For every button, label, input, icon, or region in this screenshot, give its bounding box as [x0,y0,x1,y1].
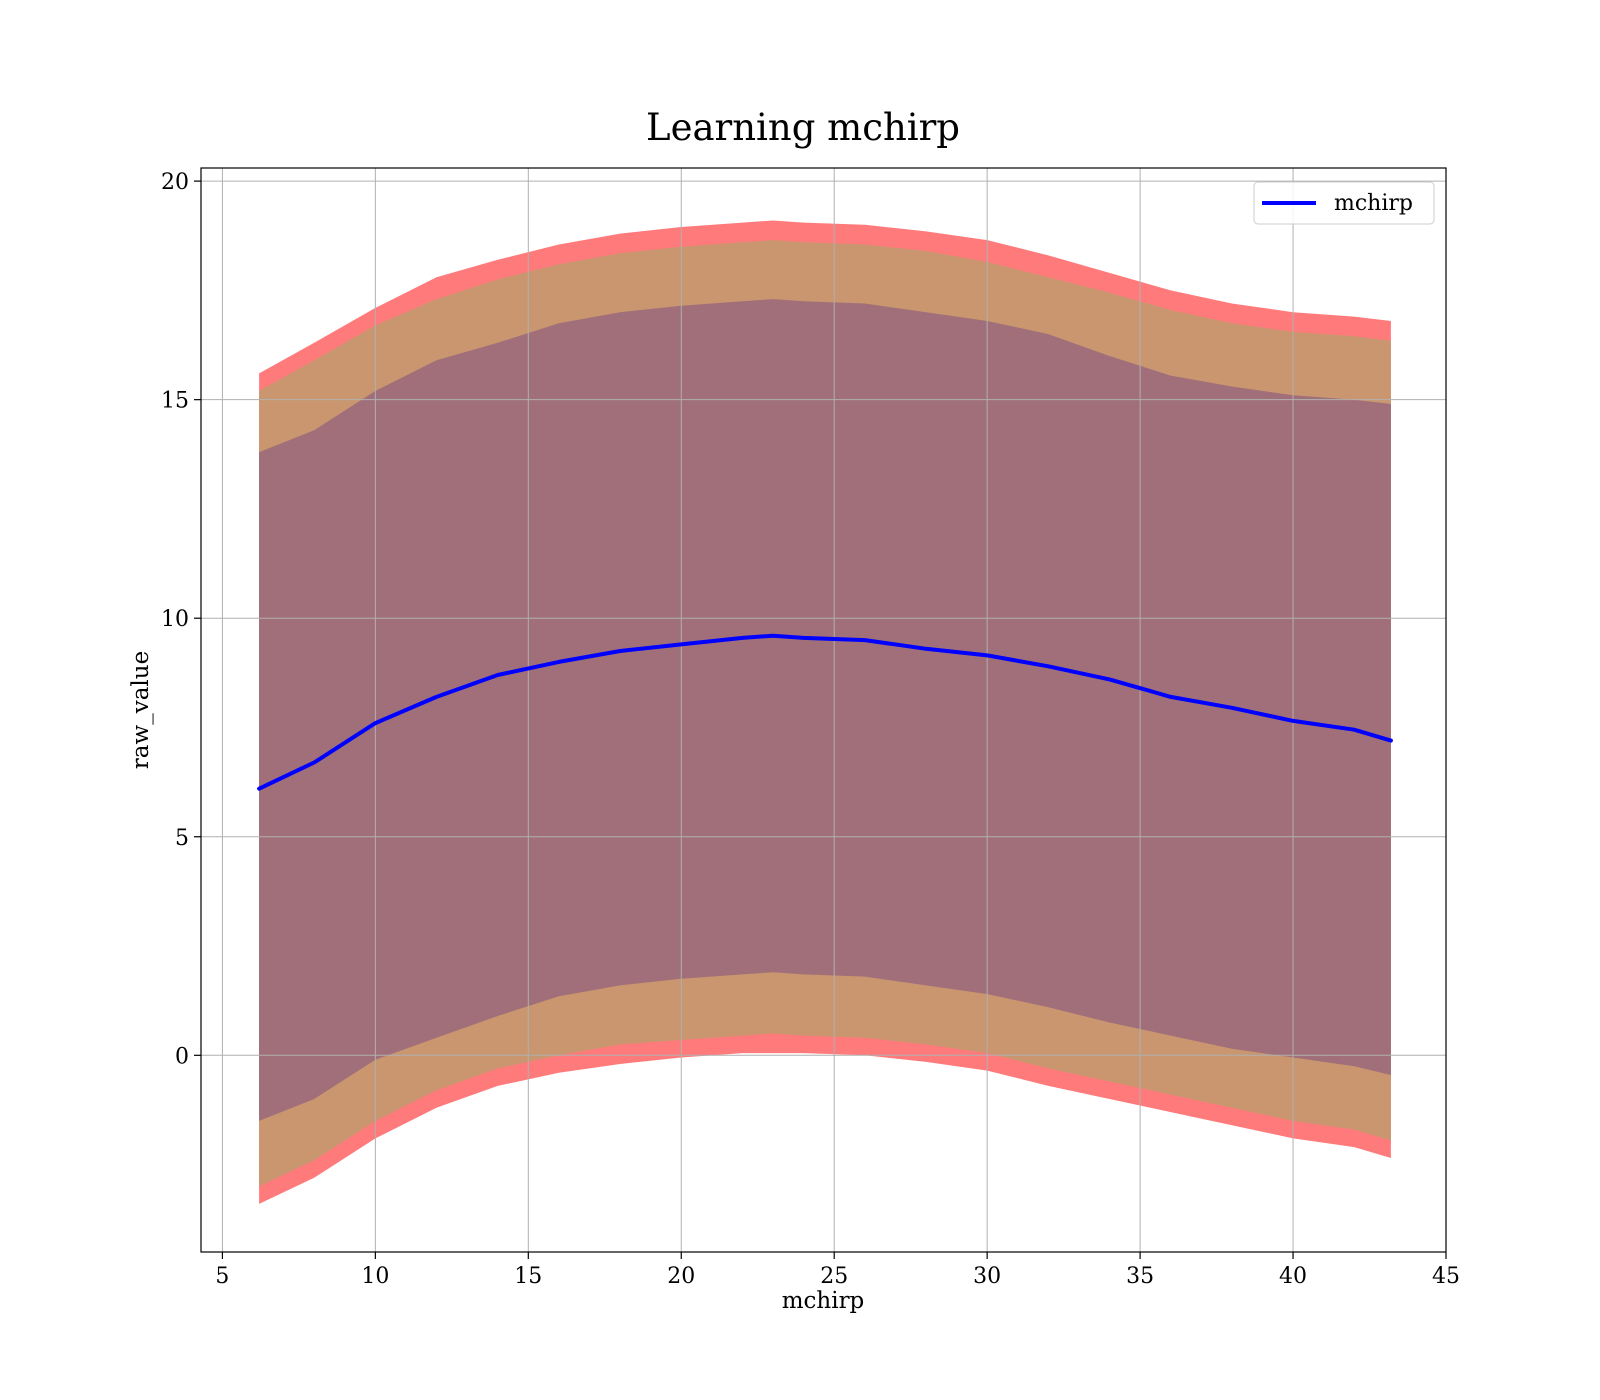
chart-title: Learning mchirp [646,106,960,149]
legend: mchirp [1253,181,1435,225]
confidence-bands [259,220,1391,1204]
plot-frame [200,167,1447,1253]
x-tick-label: 5 [215,1264,229,1289]
x-tick-label: 25 [820,1264,848,1289]
x-tick-label: 20 [667,1264,695,1289]
x-tick-label: 40 [1279,1264,1307,1289]
series-lines [257,633,1393,791]
y-tick-label: 20 [161,170,189,195]
y-axis-ticks: 0 5 10 15 20 [161,170,201,1069]
y-tick-label: 10 [161,607,189,632]
x-tick-label: 35 [1126,1264,1154,1289]
y-tick-label: 15 [161,389,189,414]
legend-label-mchirp: mchirp [1334,191,1413,216]
x-axis-label: mchirp [782,1288,865,1314]
y-tick-label: 5 [175,826,189,851]
x-tick-label: 45 [1432,1264,1460,1289]
x-tick-label: 15 [514,1264,542,1289]
x-tick-label: 30 [973,1264,1001,1289]
band-inner [259,299,1391,1121]
series-line-mchirp [257,633,1393,791]
y-axis-label: raw_value [128,651,154,769]
x-axis-ticks: 5 10 15 20 25 30 35 40 45 [215,1252,1460,1289]
legend-box [1253,181,1435,225]
y-tick-label: 0 [175,1044,189,1069]
x-tick-label: 10 [361,1264,389,1289]
